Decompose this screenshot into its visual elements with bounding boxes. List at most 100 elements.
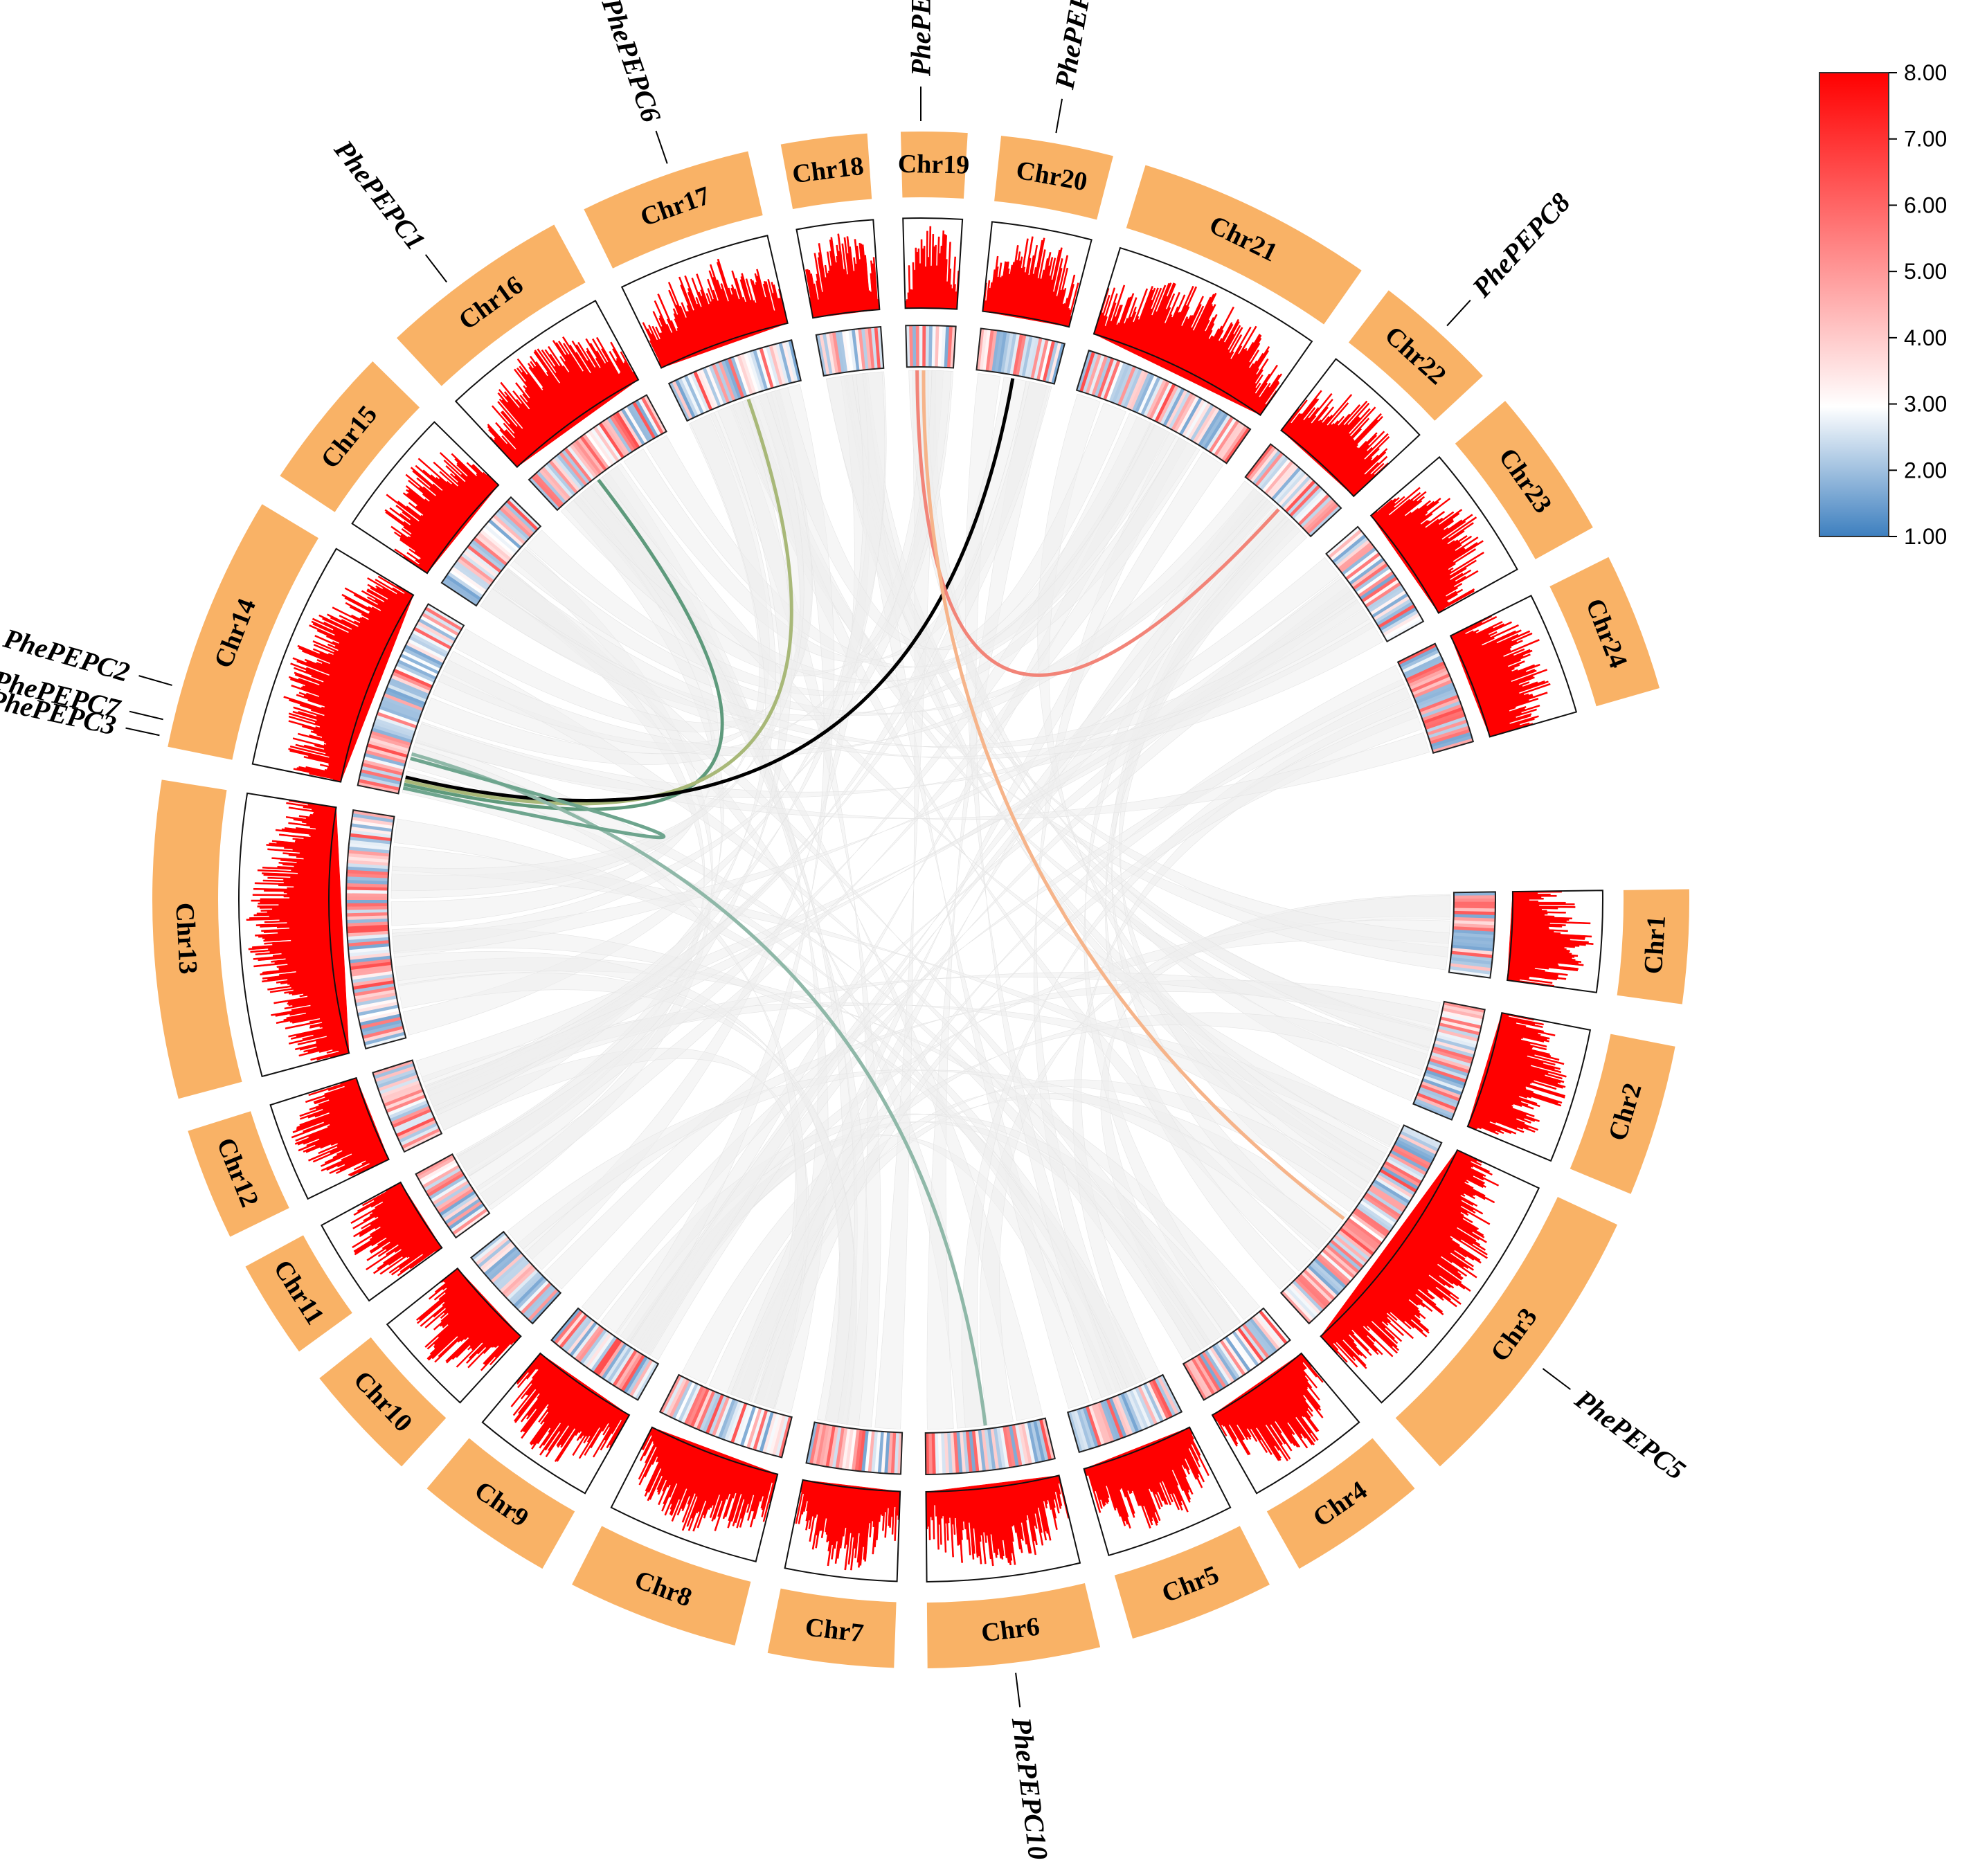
heatmap-cell bbox=[993, 1427, 1003, 1470]
heatmap-cell bbox=[985, 330, 995, 372]
heatmap-cell bbox=[568, 1321, 597, 1357]
heatmap-cell bbox=[449, 568, 485, 596]
heatmap-frame-chr24 bbox=[1396, 642, 1475, 754]
heatmap-cell bbox=[677, 1382, 699, 1423]
heatmap-cell bbox=[606, 1346, 633, 1383]
heatmap-cell bbox=[528, 477, 560, 510]
density-bars-chr8 bbox=[638, 1427, 778, 1532]
heatmap-cell bbox=[531, 475, 562, 508]
heatmap-cell bbox=[1309, 505, 1342, 537]
heatmap-cell bbox=[626, 404, 651, 442]
chromosome-label: Chr1 bbox=[1639, 914, 1671, 975]
heatmap-cell bbox=[640, 396, 665, 435]
heatmap-cell bbox=[377, 1071, 417, 1089]
heatmap-cell bbox=[743, 352, 759, 393]
heatmap-cell bbox=[931, 1432, 936, 1474]
heatmap-cell bbox=[1404, 658, 1444, 679]
heatmap-cell bbox=[1419, 1083, 1460, 1102]
heatmap-cell bbox=[870, 1431, 878, 1473]
heatmap-cell bbox=[1356, 568, 1393, 595]
heatmap-cell bbox=[349, 836, 391, 845]
heatmap-cell bbox=[1381, 1166, 1419, 1191]
heatmap-cell bbox=[455, 560, 491, 588]
chromosome-chr23 bbox=[1455, 401, 1593, 559]
heatmap-cell bbox=[721, 359, 739, 400]
heatmap-cell bbox=[847, 1428, 857, 1470]
heatmap-cell bbox=[350, 829, 392, 838]
chromosome-chr21 bbox=[1126, 165, 1362, 325]
heatmap-cell bbox=[348, 856, 390, 863]
heatmap-cell bbox=[1391, 1147, 1430, 1171]
heatmap-cell bbox=[375, 1065, 415, 1083]
heatmap-cell bbox=[363, 1031, 406, 1046]
heatmap-cell bbox=[1268, 465, 1300, 499]
heatmap-cell bbox=[569, 443, 597, 478]
heatmap-frame-chr2 bbox=[1412, 1000, 1486, 1121]
heatmap-frame-chr3 bbox=[1279, 1124, 1443, 1325]
heatmap-cell bbox=[1453, 905, 1495, 910]
heatmap-cell bbox=[346, 889, 388, 894]
density-bars-chr16 bbox=[487, 336, 639, 468]
heatmap-cell bbox=[377, 1074, 418, 1092]
heatmap-cell bbox=[723, 1400, 741, 1441]
heatmap-cell bbox=[386, 1097, 427, 1116]
heatmap-cell bbox=[1405, 661, 1446, 682]
heatmap-cell bbox=[579, 435, 608, 471]
heatmap-cell bbox=[1421, 1081, 1462, 1099]
heatmap-cell bbox=[867, 327, 875, 370]
heatmap-cell bbox=[1039, 339, 1053, 381]
heatmap-cell bbox=[501, 1264, 534, 1296]
heatmap-cell bbox=[508, 496, 541, 529]
heatmap-cell bbox=[489, 1252, 524, 1283]
heatmap-cell bbox=[393, 1110, 433, 1131]
heatmap-cell bbox=[1366, 584, 1403, 611]
heatmap-cell bbox=[1419, 694, 1459, 713]
heatmap-cell bbox=[1452, 941, 1494, 949]
heatmap-cell bbox=[352, 976, 394, 987]
heatmap-cell bbox=[1302, 1269, 1336, 1301]
heatmap-cell bbox=[749, 350, 766, 391]
heatmap-cell bbox=[762, 1411, 777, 1454]
heatmap-cell bbox=[1018, 335, 1030, 377]
heatmap-cell bbox=[1226, 1334, 1254, 1371]
heatmap-cell bbox=[1342, 1222, 1378, 1251]
density-frame-chr11 bbox=[321, 1181, 443, 1302]
heatmap-cell bbox=[1298, 1273, 1331, 1306]
heatmap-cell bbox=[462, 550, 498, 578]
heatmap-cell bbox=[1138, 375, 1158, 415]
heatmap-cell bbox=[551, 457, 581, 492]
heatmap-cell bbox=[1390, 1150, 1428, 1173]
heatmap-cell bbox=[612, 1349, 638, 1387]
heatmap-cell bbox=[564, 1317, 593, 1353]
chromosome-chr12 bbox=[188, 1111, 289, 1237]
heatmap-cell bbox=[1117, 366, 1137, 406]
heatmap-cell bbox=[382, 1085, 423, 1104]
heatmap-cell bbox=[1408, 667, 1448, 688]
heatmap-cell bbox=[1073, 1409, 1089, 1451]
heatmap-cell bbox=[1439, 1022, 1480, 1036]
heatmap-cell bbox=[1114, 1395, 1133, 1436]
heatmap-cell bbox=[1182, 399, 1206, 438]
heatmap-cell bbox=[1007, 332, 1018, 375]
scale-tick-label: 7.00 bbox=[1904, 127, 1947, 152]
heatmap-cell bbox=[1206, 1348, 1232, 1385]
heatmap-cell bbox=[1381, 610, 1419, 634]
heatmap-cell bbox=[854, 1429, 863, 1472]
heatmap-cell bbox=[1336, 539, 1371, 568]
heatmap-cell bbox=[445, 574, 482, 601]
heatmap-cell bbox=[546, 462, 576, 496]
heatmap-cell bbox=[1198, 1353, 1224, 1391]
chromosome-chr7 bbox=[767, 1588, 897, 1668]
heatmap-cell bbox=[925, 325, 930, 368]
heatmap-cell bbox=[361, 762, 404, 776]
heatmap-cell bbox=[874, 1431, 881, 1473]
heatmap-cell bbox=[1402, 1125, 1442, 1146]
heatmap-cell bbox=[443, 577, 480, 604]
heatmap-cell bbox=[386, 1094, 426, 1113]
heatmap-cell bbox=[571, 1323, 600, 1359]
heatmap-cell bbox=[1304, 1267, 1338, 1299]
density-bars-chr19 bbox=[905, 226, 960, 309]
heatmap-cell bbox=[671, 1380, 693, 1420]
heatmap-cell bbox=[347, 930, 389, 937]
heatmap-cell bbox=[1453, 895, 1495, 899]
